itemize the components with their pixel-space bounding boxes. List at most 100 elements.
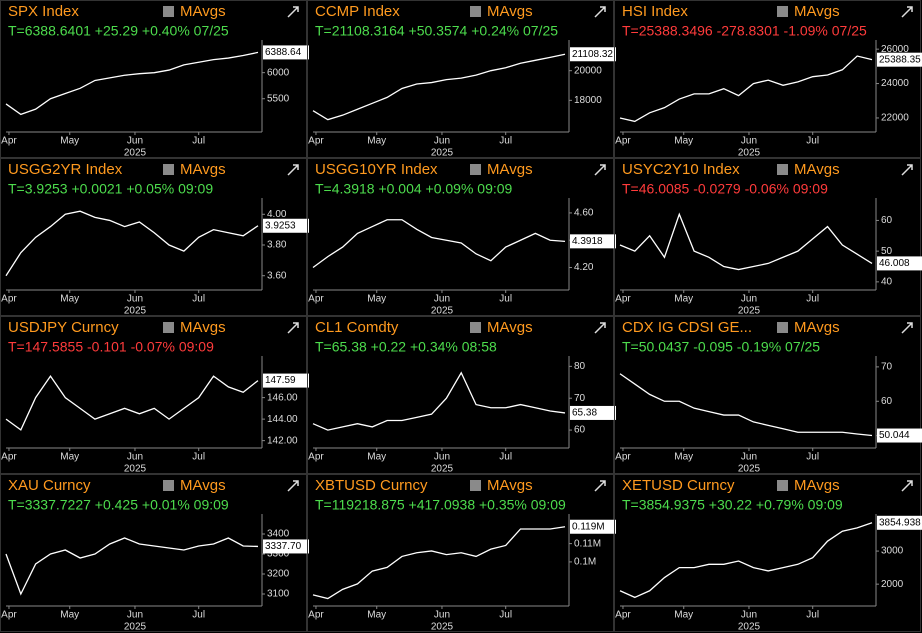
- expand-icon: [287, 480, 299, 492]
- panel-border: [307, 316, 614, 474]
- price-line: [5, 537, 259, 596]
- last-value-box: [570, 405, 616, 420]
- quote-line: T=3337.7227 +0.425 +0.01% 09:09: [8, 497, 229, 513]
- mavgs-label: MAvgs: [487, 477, 533, 494]
- x-tick-label: Apr: [308, 294, 324, 305]
- year-label: 2025: [431, 148, 454, 159]
- x-tick-label: Apr: [1, 136, 17, 147]
- year-label: 2025: [124, 306, 147, 317]
- year-label: 2025: [431, 464, 454, 475]
- price-line: [312, 526, 566, 600]
- y-tick-label: 22000: [881, 113, 909, 124]
- ticker-title: CCMP Index: [315, 3, 400, 20]
- x-tick-label: Jun: [434, 136, 450, 147]
- last-value-box: [570, 519, 616, 534]
- panel-border: [614, 158, 921, 316]
- year-label: 2025: [124, 464, 147, 475]
- ticker-title: SPX Index: [8, 3, 79, 20]
- mavgs-label: MAvgs: [180, 3, 226, 20]
- last-value-box: [263, 373, 309, 388]
- last-value-box: [263, 45, 309, 60]
- ticker-title: XBTUSD Curncy: [315, 477, 428, 494]
- quote-line: T=119218.875 +417.0938 +0.35% 09:09: [315, 497, 566, 513]
- price-line: [619, 55, 873, 123]
- quote-line: T=147.5855 -0.101 -0.07% 09:09: [8, 339, 214, 355]
- last-value-box: [877, 256, 922, 271]
- x-tick-label: Apr: [1, 610, 17, 621]
- y-tick-label: 26000: [881, 44, 909, 55]
- mavgs-icon: [470, 322, 481, 333]
- x-tick-label: May: [674, 294, 693, 305]
- mavgs-label: MAvgs: [487, 3, 533, 20]
- x-tick-label: Jun: [127, 294, 143, 305]
- expand-icon: [594, 480, 606, 492]
- panel-border: [307, 474, 614, 632]
- x-tick-label: Jul: [806, 610, 819, 621]
- last-value-label: 65.38: [572, 408, 597, 419]
- x-tick-label: May: [367, 610, 386, 621]
- quote-line: T=50.0437 -0.095 -0.19% 07/25: [622, 339, 820, 355]
- mavgs-label: MAvgs: [487, 319, 533, 336]
- expand-icon: [287, 6, 299, 18]
- last-value-box: [263, 218, 309, 233]
- x-tick-label: Jul: [192, 610, 205, 621]
- panel-border: [0, 316, 307, 474]
- x-tick-label: Jun: [741, 452, 757, 463]
- price-line: [5, 210, 259, 277]
- y-tick-label: 142.00: [267, 435, 298, 446]
- mavgs-icon: [163, 322, 174, 333]
- last-value-label: 46.008: [879, 258, 910, 269]
- mavgs-icon: [163, 6, 174, 17]
- x-tick-label: May: [674, 610, 693, 621]
- y-tick-label: 4.00: [267, 209, 287, 220]
- year-label: 2025: [738, 148, 761, 159]
- y-tick-label: 3400: [267, 529, 290, 540]
- expand-icon: [594, 6, 606, 18]
- quote-line: T=6388.6401 +25.29 +0.40% 07/25: [8, 23, 229, 39]
- x-tick-label: Jul: [192, 294, 205, 305]
- year-label: 2025: [124, 148, 147, 159]
- last-value-box: [877, 515, 922, 530]
- y-tick-label: 2000: [881, 579, 904, 590]
- y-tick-label: 60: [881, 215, 893, 226]
- x-tick-label: Jul: [499, 136, 512, 147]
- y-tick-label: 40: [881, 276, 893, 287]
- mavgs-icon: [163, 164, 174, 175]
- x-tick-label: Apr: [615, 610, 631, 621]
- last-value-label: 25388.35: [879, 54, 921, 65]
- x-tick-label: Apr: [615, 452, 631, 463]
- x-tick-label: Apr: [308, 136, 324, 147]
- x-tick-label: Jun: [434, 610, 450, 621]
- x-tick-label: Jul: [499, 294, 512, 305]
- expand-icon: [287, 164, 299, 176]
- y-tick-label: 60: [881, 396, 893, 407]
- x-tick-label: Apr: [615, 294, 631, 305]
- x-tick-label: May: [60, 452, 79, 463]
- last-value-label: 6388.64: [265, 47, 302, 58]
- quote-line: T=21108.3164 +50.3574 +0.24% 07/25: [315, 23, 558, 39]
- y-tick-label: 18000: [574, 95, 602, 106]
- y-tick-label: 0.1M: [574, 557, 596, 568]
- x-tick-label: May: [674, 136, 693, 147]
- y-tick-label: 146.00: [267, 392, 298, 403]
- mavgs-icon: [777, 6, 788, 17]
- ticker-title: USYC2Y10 Index: [622, 161, 740, 178]
- ticker-title: CDX IG CDSI GE...: [622, 319, 752, 336]
- price-line: [5, 51, 259, 116]
- panel-border: [307, 0, 614, 158]
- panel-border: [0, 158, 307, 316]
- price-line: [619, 212, 873, 271]
- x-tick-label: Jun: [434, 294, 450, 305]
- ticker-title: USGG2YR Index: [8, 161, 123, 178]
- x-tick-label: Jun: [741, 136, 757, 147]
- last-value-label: 4.3918: [572, 236, 603, 247]
- price-line: [619, 522, 873, 599]
- panel-border: [0, 0, 307, 158]
- mavgs-label: MAvgs: [794, 477, 840, 494]
- x-tick-label: Jul: [192, 136, 205, 147]
- ticker-title: HSI Index: [622, 3, 688, 20]
- mavgs-label: MAvgs: [180, 161, 226, 178]
- y-tick-label: 3200: [267, 569, 290, 580]
- y-tick-label: 70: [574, 393, 586, 404]
